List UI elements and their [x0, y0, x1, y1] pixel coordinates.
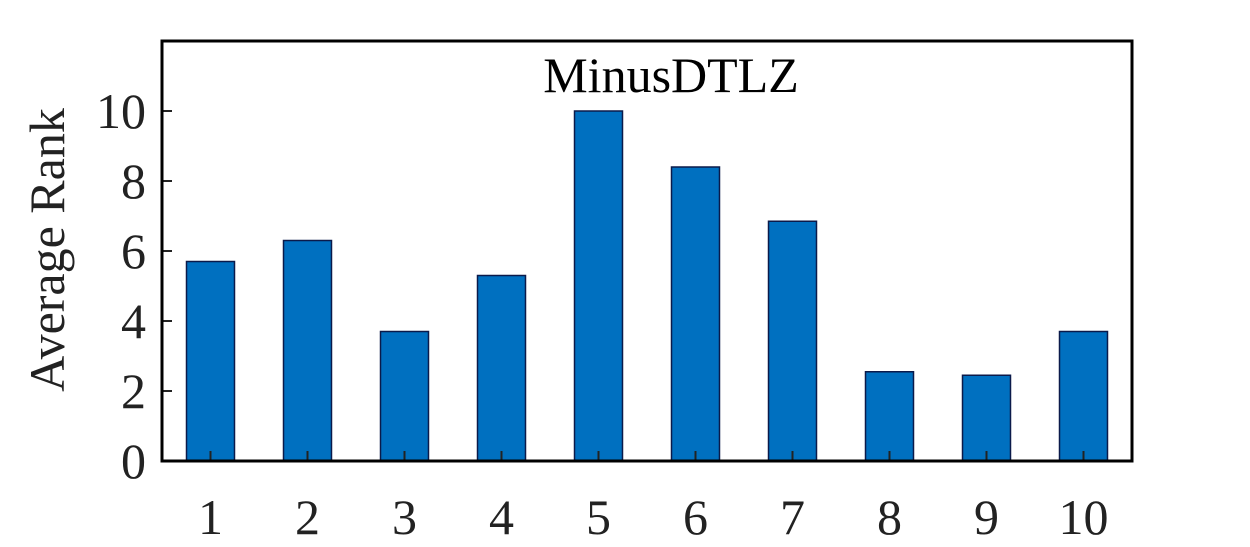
bar-9	[961, 374, 1012, 462]
x-tick-label: 5	[586, 489, 611, 545]
x-tick-label: 10	[1059, 489, 1109, 545]
y-tick-label: 10	[96, 83, 146, 139]
y-tick-label: 4	[121, 293, 146, 349]
bar-5	[573, 110, 624, 462]
bar-7	[767, 220, 818, 462]
x-ticks-group: 1 2 3 4 5 6 7 8 9 10	[198, 451, 1109, 545]
x-tick-label: 4	[489, 489, 514, 545]
y-tick-label: 8	[121, 153, 146, 209]
bars-group	[185, 110, 1109, 462]
plot-frame	[160, 39, 1134, 463]
bar-3	[379, 330, 430, 462]
bar-1	[185, 260, 236, 462]
bar-4	[476, 274, 527, 462]
x-tick-label: 2	[295, 489, 320, 545]
y-ticks-group: 0 2 4 6 8 10	[96, 83, 172, 489]
y-tick-label: 2	[121, 363, 146, 419]
bar-8	[864, 371, 915, 462]
x-tick-label: 1	[198, 489, 223, 545]
bar-6	[670, 166, 721, 462]
bar-10	[1058, 330, 1109, 462]
y-axis-label: Average Rank	[19, 108, 75, 392]
x-tick-label: 6	[683, 489, 708, 545]
chart-title: MinusDTLZ	[543, 47, 799, 103]
y-tick-label: 0	[121, 433, 146, 489]
x-tick-label: 9	[974, 489, 999, 545]
bar-2	[282, 239, 333, 462]
x-tick-label: 7	[780, 489, 805, 545]
y-tick-label: 6	[121, 223, 146, 279]
x-tick-label: 3	[392, 489, 417, 545]
x-tick-label: 8	[877, 489, 902, 545]
